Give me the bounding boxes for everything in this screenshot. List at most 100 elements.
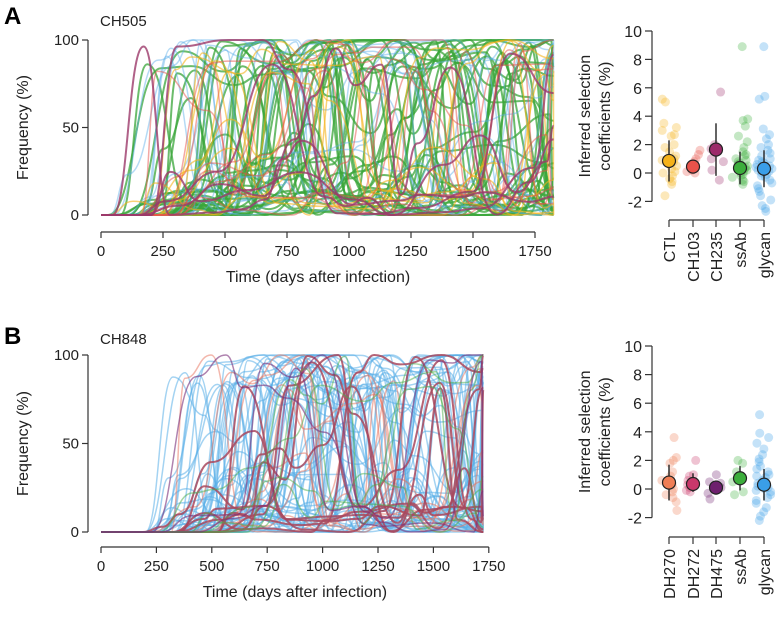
data-point-ctl: [665, 174, 675, 184]
data-point-ctl: [666, 131, 676, 141]
y-tick-label: 50: [62, 120, 79, 137]
y-axis-title: Frequency (%): [15, 75, 32, 180]
data-point-glycan: [761, 503, 771, 513]
series-line-dh272: [101, 354, 485, 533]
data-point-ch103: [694, 150, 704, 160]
data-point-ctl: [670, 167, 680, 177]
data-point-ssab: [741, 150, 751, 160]
series-line-dh272: [101, 385, 484, 533]
data-point-dh270: [668, 467, 678, 477]
y-tick-label: 0: [71, 524, 79, 541]
category-label: ssAb: [733, 232, 750, 268]
y-axis-title-line1: Inferred selection: [577, 370, 594, 493]
data-point-glycan: [758, 450, 768, 460]
y-tick-label: 100: [54, 347, 79, 364]
series-line-ch103: [101, 58, 554, 216]
category-label: glycan: [757, 549, 774, 595]
data-point-glycan: [755, 410, 765, 420]
data-point-ctl: [667, 179, 677, 189]
series-line-ssab: [101, 38, 554, 217]
series-line-dh272: [101, 367, 485, 534]
series-line-glycan: [101, 354, 485, 533]
data-point-glycan: [755, 428, 765, 438]
series-line-glycan: [101, 39, 554, 216]
data-point-ctl: [667, 177, 677, 187]
series-line-ssab: [101, 370, 484, 533]
data-point-glycan: [765, 175, 775, 185]
y-tick-label: 0: [633, 482, 642, 499]
series-line-dh272: [101, 353, 485, 534]
series-line-ch103: [101, 42, 554, 216]
series-line-ssab: [101, 178, 554, 217]
data-point-glycan: [752, 438, 762, 448]
mean-marker-ssab: [732, 471, 748, 486]
data-point-glycan: [755, 511, 765, 521]
data-point-glycan: [755, 461, 765, 471]
data-point-ssab: [738, 115, 748, 125]
data-point-glycan: [751, 498, 761, 508]
category-label: CH235: [709, 232, 726, 282]
series-line-ctl: [101, 39, 554, 216]
data-point-ssab: [742, 137, 752, 147]
data-point-ssab: [733, 131, 743, 141]
x-tick-label: 0: [97, 558, 105, 575]
data-point-dh475: [705, 494, 715, 504]
series-line-ssab: [101, 355, 484, 533]
data-point-glycan: [752, 464, 762, 474]
data-point-glycan: [752, 181, 762, 191]
category-label: ssAb: [733, 549, 750, 585]
data-point-glycan: [756, 191, 766, 201]
data-point-glycan: [766, 490, 776, 500]
category-label: DH272: [686, 549, 703, 599]
x-tick-label: 1250: [361, 558, 394, 575]
series-line-glycan: [101, 40, 555, 216]
y-tick-label: 6: [633, 396, 642, 413]
data-point-ctl: [668, 171, 678, 181]
category-label: DH270: [662, 549, 679, 599]
y-tick-label: -2: [628, 194, 642, 211]
y-tick-label: 2: [633, 453, 642, 470]
data-point-glycan: [766, 195, 776, 205]
category-label: CTL: [662, 232, 679, 262]
data-point-ctl: [671, 123, 681, 133]
data-point-ch235: [718, 157, 728, 167]
series-line-ssab: [101, 475, 485, 533]
data-point-ctl: [660, 142, 670, 152]
data-point-glycan: [763, 145, 773, 155]
series-line-glycan: [101, 39, 555, 216]
x-tick-label: 500: [199, 558, 224, 575]
data-point-ch235: [707, 165, 717, 175]
data-point-ctl: [658, 168, 668, 178]
category-label: DH475: [709, 549, 726, 599]
x-tick-label: 750: [255, 558, 280, 575]
data-point-glycan: [756, 142, 766, 152]
data-point-glycan: [764, 470, 774, 480]
plot-title: CH505: [100, 13, 147, 30]
data-point-ch235: [714, 175, 724, 185]
data-point-glycan: [765, 154, 775, 164]
x-tick-label: 1000: [332, 243, 365, 260]
x-tick-label: 1500: [456, 243, 489, 260]
x-axis-title: Time (days after infection): [226, 269, 410, 286]
data-point-ssab: [743, 114, 753, 124]
data-point-ssab: [740, 151, 750, 161]
series-line-ctl: [101, 70, 554, 216]
series-line-dh475: [101, 354, 485, 533]
data-point-ssab: [738, 147, 748, 157]
data-point-dh270: [665, 458, 675, 468]
panel-label-a: A: [4, 3, 21, 30]
data-point-glycan: [754, 94, 764, 104]
y-tick-label: 10: [624, 339, 642, 356]
x-axis-title: Time (days after infection): [203, 584, 387, 601]
data-point-dh272: [691, 455, 701, 465]
y-tick-label: -2: [628, 511, 642, 528]
series-line-ch103: [101, 39, 554, 216]
data-point-ctl: [660, 191, 670, 201]
data-point-glycan: [762, 493, 772, 503]
series-line-dh475: [101, 354, 484, 533]
data-point-glycan: [759, 42, 769, 52]
series-line-dh272: [101, 355, 485, 534]
y-tick-label: 4: [633, 425, 642, 442]
